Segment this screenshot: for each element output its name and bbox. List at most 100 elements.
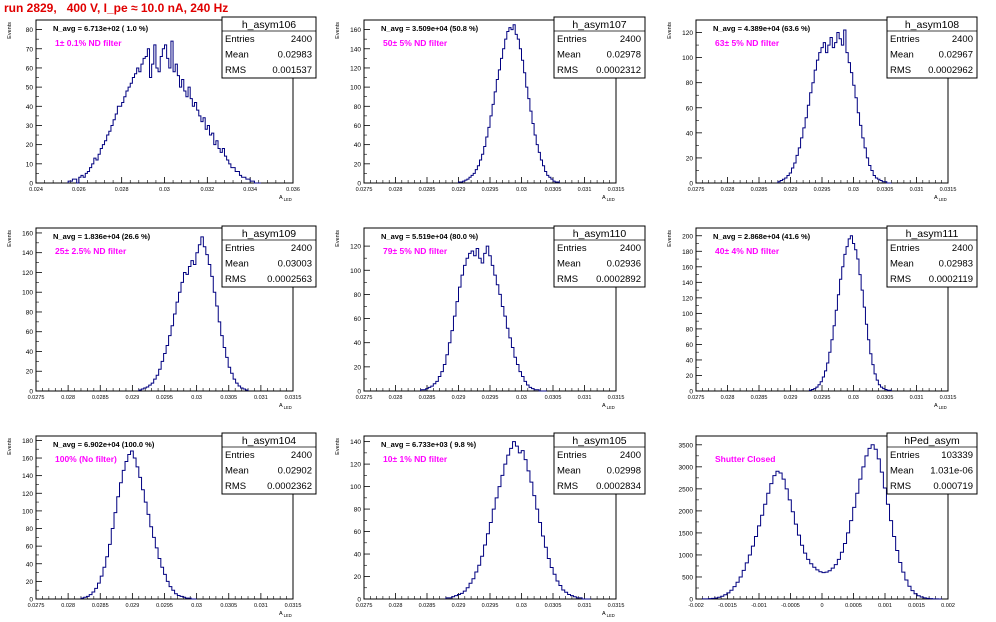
stats-value: 2400	[620, 450, 641, 461]
x-tick-label: 0.0285	[92, 395, 109, 401]
x-tick-label: 0.024	[29, 187, 43, 193]
y-tick-label: 1000	[679, 552, 694, 559]
y-tick-label: 60	[26, 544, 34, 551]
histogram-name: h_asym104	[242, 435, 296, 447]
x-axis-title: ALED	[602, 195, 615, 202]
y-axis-title: Events	[7, 438, 13, 455]
x-tick-label: 0.0285	[751, 187, 768, 193]
y-tick-label: 20	[354, 574, 362, 581]
x-tick-label: 0.03	[191, 603, 202, 609]
y-tick-label: 60	[26, 65, 34, 72]
y-tick-label: 100	[22, 508, 33, 515]
stats-value: 0.000719	[933, 481, 973, 492]
y-tick-label: 30	[26, 123, 34, 130]
x-tick-label: 0.034	[243, 187, 257, 193]
stats-box	[553, 16, 646, 79]
x-tick-label: 0.028	[389, 395, 403, 401]
y-tick-label: 500	[682, 574, 693, 581]
y-tick-label: 0	[357, 389, 361, 396]
stats-box	[221, 432, 317, 495]
x-tick-label: 0.03	[516, 603, 527, 609]
stats-label: Mean	[890, 466, 914, 477]
stats-label: RMS	[557, 481, 578, 492]
stats-value: 2400	[952, 34, 973, 45]
stats-label: Entries	[557, 450, 587, 461]
y-tick-label: 120	[682, 295, 693, 302]
y-tick-label: 100	[350, 484, 361, 491]
x-tick-label: -0.001	[751, 603, 767, 609]
y-tick-label: 120	[22, 491, 33, 498]
x-tick-label: 0.029	[452, 603, 466, 609]
filter-annotation: 100% (No filter)	[55, 454, 117, 464]
histogram-series-line	[458, 24, 560, 183]
x-tick-label: 0.0315	[940, 187, 957, 193]
stats-value: 2400	[291, 34, 312, 45]
y-tick-label: 80	[354, 292, 362, 299]
histogram-panel: 0 10 20 30 40 50 60 70 80 0.024 0.026 0.028 0.03 0.03…	[7, 16, 317, 202]
y-tick-label: 40	[26, 104, 34, 111]
x-tick-label: 0.028	[115, 187, 129, 193]
x-tick-label: 0.0315	[285, 603, 302, 609]
y-tick-label: 40	[354, 552, 362, 559]
stats-value: 0.0002362	[267, 481, 312, 492]
x-tick-label: 0.03	[516, 395, 527, 401]
histogram-name: h_asym105	[572, 435, 626, 447]
stats-label: Entries	[890, 243, 920, 254]
stats-label: Mean	[225, 259, 249, 270]
histogram-name: h_asym107	[572, 19, 626, 31]
stats-value: 0.02936	[607, 259, 641, 270]
histogram-series-line	[445, 441, 591, 600]
stats-value: 2400	[952, 243, 973, 254]
x-axis-title: ALED	[934, 403, 947, 410]
x-axis-title: ALED	[279, 403, 292, 410]
y-tick-label: 20	[686, 155, 694, 162]
y-tick-label: 40	[686, 357, 694, 364]
histogram-series-line	[701, 444, 943, 600]
stats-value: 0.02983	[278, 50, 312, 61]
stats-label: Entries	[890, 34, 920, 45]
y-tick-label: 3000	[679, 464, 694, 471]
stats-value: 0.001537	[272, 65, 312, 76]
x-tick-label: 0.026	[72, 187, 86, 193]
y-tick-label: 80	[354, 507, 362, 514]
y-axis-title: Events	[335, 22, 341, 39]
y-tick-label: 120	[350, 462, 361, 469]
stats-value: 2400	[291, 450, 312, 461]
histogram-panel: 0 20 40 60 80 100 120 140 160 180 200 0.0275 0.028 0.…	[667, 225, 978, 410]
stats-box	[221, 225, 317, 288]
navg-label: N_avg = 6.902e+04 (100.0 %)	[53, 440, 155, 449]
x-tick-label: 0.0275	[356, 187, 373, 193]
page-title: run 2829, 400 V, I_pe ≈ 10.0 nA, 240 Hz	[4, 1, 229, 15]
y-tick-label: 40	[686, 130, 694, 137]
y-tick-label: 100	[22, 290, 33, 297]
stats-label: RMS	[890, 481, 911, 492]
histogram-series-line	[808, 235, 892, 391]
y-tick-label: 60	[686, 342, 694, 349]
stats-label: Mean	[557, 466, 581, 477]
y-tick-label: 80	[686, 326, 694, 333]
x-tick-label: 0.029	[125, 603, 139, 609]
x-tick-label: 0.028	[389, 603, 403, 609]
y-axis-title: Events	[7, 22, 13, 39]
stats-value: 0.02902	[278, 466, 312, 477]
stats-value: 0.0002962	[928, 65, 973, 76]
x-tick-label: 0.0275	[356, 603, 373, 609]
x-tick-label: 0.03	[159, 187, 170, 193]
x-tick-label: 0.0295	[814, 395, 831, 401]
x-tick-label: 0.028	[389, 187, 403, 193]
x-tick-label: 0.002	[941, 603, 955, 609]
x-tick-label: 0.0315	[608, 603, 625, 609]
histogram-series-line	[80, 450, 197, 600]
x-tick-label: 0.0295	[482, 395, 499, 401]
stats-box	[886, 432, 978, 495]
x-tick-label: 0.0295	[482, 187, 499, 193]
y-tick-label: 120	[350, 244, 361, 251]
y-tick-label: 70	[26, 46, 34, 53]
x-tick-label: 0.0305	[220, 603, 237, 609]
y-tick-label: 20	[26, 142, 34, 149]
stats-label: RMS	[225, 65, 246, 76]
stats-box	[886, 225, 978, 288]
stats-box	[553, 432, 646, 495]
histogram-series-line	[777, 29, 892, 184]
histogram-panel: 0 20 40 60 80 100 120 140 160 180 0.0275 0.028 0.028…	[7, 432, 317, 618]
